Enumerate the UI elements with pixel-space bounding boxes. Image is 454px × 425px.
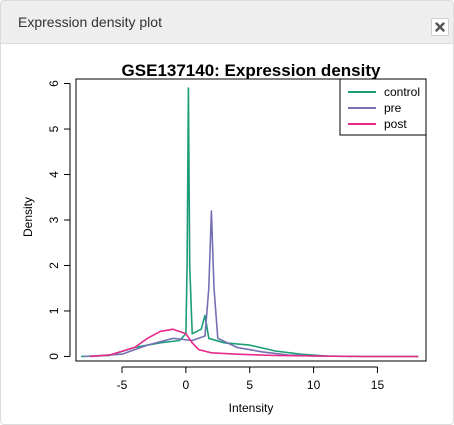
y-axis-label: Density [21, 197, 35, 237]
legend-label-control: control [384, 85, 420, 99]
legend-label-post: post [384, 117, 407, 131]
series-line-control [81, 87, 419, 358]
y-tick-label: 0 [47, 353, 61, 360]
legend: control pre post [339, 78, 427, 136]
y-tick-label: 1 [47, 307, 61, 314]
x-tick-label: 15 [371, 378, 385, 392]
plot-frame [75, 78, 427, 362]
y-tick-label: 4 [47, 171, 61, 178]
x-tick-label: -5 [117, 378, 128, 392]
x-tick-label: 0 [183, 378, 190, 392]
y-tick-label: 5 [47, 125, 61, 132]
series-line-post [90, 328, 419, 358]
series-line-pre [83, 210, 352, 358]
chart-title: GSE137140: Expression density [122, 61, 381, 80]
close-icon [435, 22, 445, 32]
panel-header: Expression density plot [1, 1, 453, 44]
density-chart: GSE137140: Expression density -5 0 5 10 1501… [21, 61, 427, 415]
legend-label-pre: pre [384, 101, 402, 115]
panel-title: Expression density plot [18, 14, 162, 30]
x-tick-label: 10 [307, 378, 321, 392]
x-tick-label: 5 [246, 378, 253, 392]
y-tick-label: 6 [47, 80, 61, 87]
close-button[interactable] [431, 18, 449, 36]
x-axis-label: Intensity [229, 401, 274, 415]
y-tick-label: 2 [47, 262, 61, 269]
plot-area: GSE137140: Expression density -5 0 5 10 15 0 1… [1, 44, 453, 424]
y-tick-label: 3 [47, 216, 61, 223]
